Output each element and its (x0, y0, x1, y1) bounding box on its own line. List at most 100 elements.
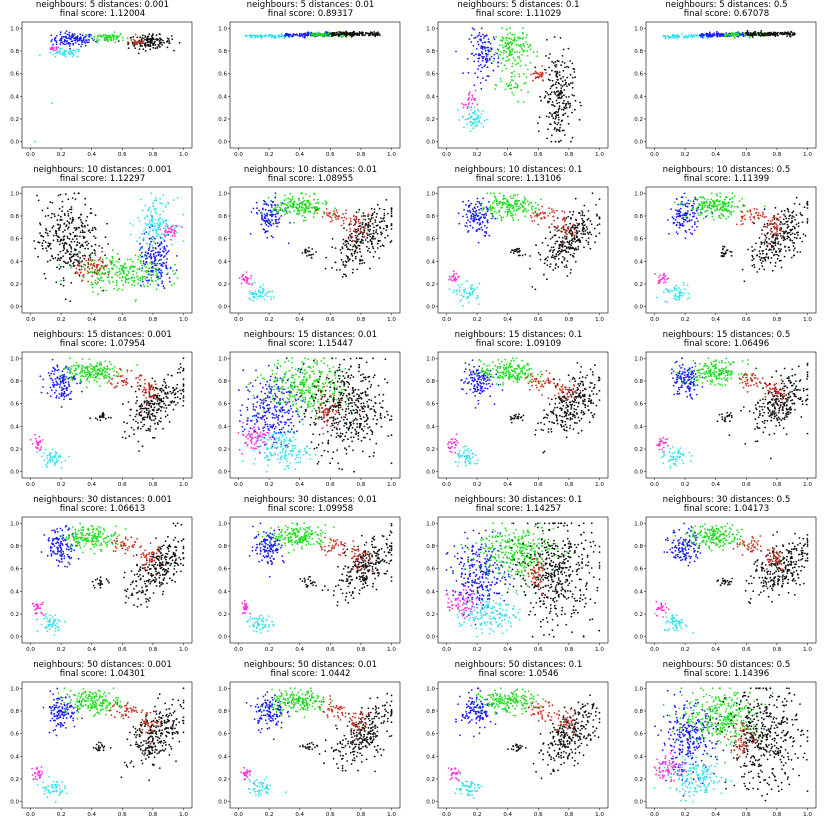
scatter-point (470, 217, 473, 220)
scatter-point (173, 229, 175, 231)
scatter-point (511, 62, 514, 65)
scatter-point (463, 290, 466, 293)
scatter-point (62, 249, 65, 252)
scatter-point (476, 103, 479, 106)
scatter-point (60, 36, 63, 38)
scatter-point (62, 260, 65, 263)
scatter-point (260, 212, 263, 215)
scatter-point (276, 225, 278, 228)
scatter-point (513, 75, 516, 78)
scatter-point (161, 265, 164, 267)
scatter-point (69, 260, 72, 263)
scatter-point (59, 37, 62, 40)
scatter-point (39, 54, 41, 57)
scatter-point (518, 57, 521, 60)
scatter-point (335, 31, 338, 34)
scatter-point (332, 32, 335, 35)
scatter-point (720, 212, 723, 215)
scatter-point (75, 244, 78, 247)
scatter-point (129, 265, 132, 268)
scatter-point (494, 83, 497, 86)
scatter-point (706, 198, 709, 201)
scatter-point (517, 100, 520, 103)
scatter-point (151, 216, 154, 218)
scatter-point (553, 36, 556, 38)
scatter-point (66, 210, 69, 213)
scatter-point (42, 235, 45, 238)
scatter-point (268, 219, 270, 222)
scatter-point (68, 256, 71, 259)
scatter-point (562, 48, 565, 51)
scatter-point (106, 38, 109, 41)
scatter-point (503, 64, 506, 67)
scatter-point (155, 197, 157, 199)
scatter-point (298, 210, 300, 212)
scatter-point (81, 279, 84, 282)
scatter-point (534, 288, 537, 291)
scatter-point (78, 268, 81, 271)
scatter-point (56, 35, 58, 37)
scatter-point (720, 33, 722, 36)
scatter-point (512, 79, 514, 82)
scatter-point (549, 112, 552, 115)
scatter-point (288, 34, 290, 37)
scatter-point (692, 215, 694, 218)
scatter-point (253, 281, 256, 284)
scatter-point (509, 206, 511, 209)
scatter-point (166, 245, 168, 247)
scatter-point (87, 280, 90, 283)
scatter-point (564, 66, 566, 69)
y-tick-label: 0.0 (218, 140, 227, 146)
scatter-point (342, 242, 345, 245)
scatter-plot: 0.0 0.2 0.4 0.6 0.8 1.00.00.20.40.60.81.0 (218, 21, 401, 158)
scatter-point (582, 226, 585, 229)
scatter-point (485, 232, 488, 235)
scatter-point (481, 59, 484, 62)
scatter-point (364, 224, 367, 226)
scatter-point (703, 206, 705, 208)
scatter-point (356, 238, 359, 240)
scatter-point (499, 39, 502, 41)
scatter-point (314, 207, 316, 210)
scatter-point (118, 273, 121, 276)
scatter-point (55, 232, 57, 234)
scatter-point (372, 247, 375, 250)
scatter-point (569, 104, 572, 107)
scatter-point (569, 60, 571, 62)
scatter-point (50, 34, 53, 37)
scatter-point (712, 201, 715, 203)
scatter-point (97, 39, 100, 42)
scatter-point (89, 256, 92, 259)
scatter-point (561, 261, 563, 263)
scatter-point (554, 267, 557, 269)
scatter-point (64, 252, 67, 254)
scatter-point (163, 41, 166, 44)
scatter-point (529, 255, 532, 257)
x-tick-label: 0.6 (326, 317, 335, 323)
scatter-point (53, 213, 56, 215)
scatter-point (544, 90, 547, 93)
scatter-point (142, 262, 145, 265)
scatter-point (369, 235, 372, 238)
scatter-point (733, 36, 736, 38)
scatter-point (149, 39, 152, 42)
scatter-point (360, 238, 363, 241)
scatter-point (61, 47, 63, 50)
scatter-point (342, 219, 345, 222)
scatter-point (753, 207, 756, 210)
scatter-point (361, 221, 364, 224)
scatter-point (69, 244, 71, 247)
scatter-point (584, 229, 587, 232)
scatter-point (349, 248, 351, 251)
scatter-point (762, 33, 765, 36)
scatter-point (76, 35, 79, 37)
scatter-point (345, 217, 348, 220)
y-tick-label: 0.0 (10, 140, 19, 146)
scatter-point (58, 39, 61, 42)
scatter-point (73, 261, 75, 264)
scatter-point (171, 284, 173, 287)
scatter-point (251, 36, 253, 39)
scatter-point (731, 34, 734, 37)
scatter-point (692, 35, 695, 38)
scatter-point (371, 31, 374, 34)
